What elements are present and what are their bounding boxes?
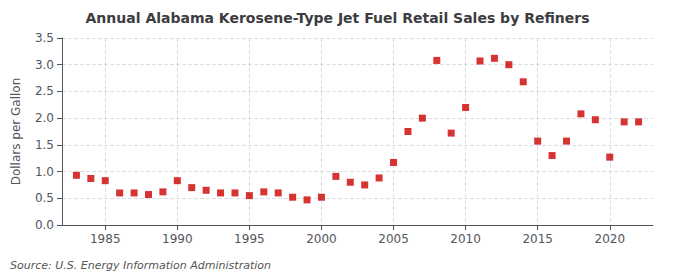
svg-text:1.5: 1.5	[35, 138, 54, 152]
svg-text:1990: 1990	[162, 232, 193, 246]
svg-text:2010: 2010	[450, 232, 481, 246]
svg-text:2.5: 2.5	[35, 84, 54, 98]
svg-text:3.5: 3.5	[35, 31, 54, 45]
svg-text:1985: 1985	[90, 232, 121, 246]
svg-text:3.0: 3.0	[35, 58, 54, 72]
svg-text:1995: 1995	[234, 232, 265, 246]
svg-text:2020: 2020	[594, 232, 625, 246]
svg-text:Annual Alabama Kerosene-Type J: Annual Alabama Kerosene-Type Jet Fuel Re…	[86, 10, 590, 26]
svg-text:1.0: 1.0	[35, 165, 54, 179]
svg-text:Dollars per Gallon: Dollars per Gallon	[9, 78, 23, 186]
svg-text:2005: 2005	[378, 232, 409, 246]
svg-text:0.5: 0.5	[35, 191, 54, 205]
svg-text:2000: 2000	[306, 232, 337, 246]
svg-text:2015: 2015	[522, 232, 553, 246]
svg-text:Source: U.S. Energy Informatio: Source: U.S. Energy Information Administ…	[10, 259, 271, 272]
svg-text:2.0: 2.0	[35, 111, 54, 125]
svg-text:0.0: 0.0	[35, 218, 54, 232]
